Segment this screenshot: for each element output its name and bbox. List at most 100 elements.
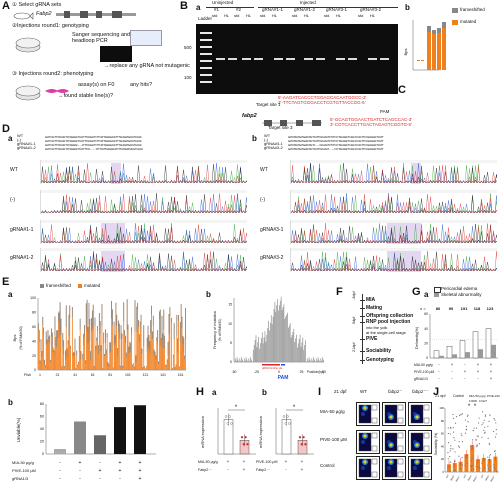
g-legend-skeletal: Skeletal abnormality <box>441 292 482 297</box>
e-a-bar-frameshift <box>143 325 145 347</box>
heat-spot-2 <box>387 412 391 416</box>
trace-line <box>290 223 499 244</box>
e-a-bar-mutated <box>135 355 137 370</box>
e-a-bar-frameshift <box>167 341 169 356</box>
e-a-bar-frameshift <box>181 316 183 329</box>
chromatogram-thumb <box>130 30 162 46</box>
panel-c-seq3: 5'-GCAGTGGAACTGATCTCAGCCAC-3' <box>330 117 413 122</box>
e-a-bar-frameshift <box>185 307 186 339</box>
e-a-xtick: 1 <box>39 373 41 377</box>
e-a-bar-mutated <box>51 328 52 370</box>
j-dot <box>481 462 483 464</box>
e-a-xlabel: Fish <box>24 373 31 377</box>
heat-spot-2 <box>387 466 391 470</box>
j-dot <box>470 466 473 468</box>
e-a-bar-frameshift <box>101 304 103 326</box>
e-a-bar-mutated <box>151 305 152 370</box>
e-a-bar-mutated <box>150 320 152 370</box>
timeline-step: Genotyping <box>366 357 394 363</box>
j-dot <box>450 448 452 450</box>
empty-box <box>397 471 404 478</box>
g-n-value: 90 <box>449 306 454 311</box>
e-a-bar-frameshift <box>55 336 57 347</box>
panel-letter-d: D <box>2 123 10 135</box>
e-a-bar-mutated <box>133 366 135 370</box>
e-a-bar-frameshift <box>65 305 67 328</box>
e-b-bar <box>269 330 270 362</box>
conspecific-box <box>371 458 378 465</box>
e-a-bar-mutated <box>57 330 58 370</box>
e-a-bar-mutated <box>76 350 78 370</box>
empty-box <box>397 417 404 424</box>
gel-ladder-band <box>200 67 212 69</box>
e-a-bar-frameshift <box>178 315 179 321</box>
e-b-bar <box>280 296 282 362</box>
heat-core <box>415 415 419 419</box>
e-b-bar <box>249 360 251 362</box>
empty-box <box>371 445 378 452</box>
gel-sample-band <box>228 58 237 60</box>
panel-letter-c: C <box>398 84 406 96</box>
e-b-bar <box>308 357 310 362</box>
g-sign: - <box>464 362 466 367</box>
e-a-bar-mutated <box>64 366 65 370</box>
gel-sample-band <box>304 58 313 60</box>
j-ytick: 0 <box>442 470 444 474</box>
e-a-bar-mutated <box>121 333 123 370</box>
conspecific-box <box>423 458 430 465</box>
e-a-bar-mutated <box>173 323 175 370</box>
j-dot <box>488 458 490 461</box>
chromatogram-svg <box>40 220 249 244</box>
e-b-ytick: 15 <box>228 303 232 307</box>
h-dot <box>244 436 247 439</box>
gel-lane-label: std <box>324 13 330 18</box>
heat-spot-2 <box>413 440 417 444</box>
chromatogram-trace <box>40 220 249 244</box>
e-a-bar-mutated <box>75 368 77 370</box>
e-b-bar <box>314 359 315 362</box>
e-b-bar <box>316 360 318 362</box>
g-n-value: 123 <box>487 306 494 311</box>
j-dot <box>493 466 495 468</box>
e-a-bar-frameshift <box>114 335 116 344</box>
j-dot <box>483 429 485 431</box>
j-xlabel: fabp2⁻⁻ <box>490 474 496 482</box>
e-a-bar-mutated <box>174 367 176 370</box>
e-a-bar-mutated <box>185 307 186 370</box>
e-a-bar-frameshift <box>140 314 142 321</box>
unviable-sign: + <box>139 460 142 466</box>
gel-sample-band <box>316 58 325 60</box>
heat-spot-2 <box>361 412 365 416</box>
j-dot <box>460 413 462 415</box>
e-a-bar-mutated <box>98 345 99 370</box>
j-dot <box>484 458 486 460</box>
j-xlabel: fabp2⁻ <box>450 474 456 481</box>
j-pvalue: 0.0006 <box>469 399 477 403</box>
j-xlabel: fabp2⁻⁻ <box>472 474 478 482</box>
panel-c-target1: Target site 1 <box>256 102 281 107</box>
j-dot <box>455 469 457 471</box>
j-dot <box>465 460 467 462</box>
e-b-bar <box>315 358 317 362</box>
j-dot <box>494 419 496 421</box>
e-a-bar-frameshift <box>76 350 78 356</box>
e-b-bar <box>297 347 298 362</box>
j-dot <box>466 415 469 417</box>
e-a-xtick: 61 <box>91 373 95 377</box>
e-a-bar-mutated <box>115 302 117 370</box>
gel-ladder-band <box>200 39 212 41</box>
panel-letter-h: H <box>196 386 204 398</box>
e-a-bar-frameshift <box>183 337 185 353</box>
e-a-bar-frameshift <box>77 364 78 367</box>
g-ytick: 60 <box>424 312 428 316</box>
j-dot <box>469 465 472 467</box>
e-b-bar <box>288 325 290 362</box>
j-pvalue: 0.0127 <box>479 399 487 403</box>
e-a-bar-mutated <box>94 317 96 370</box>
e-b-pam: PAM <box>278 375 289 381</box>
e-b-ylabel-sub: (% of PAM±50) <box>218 319 222 342</box>
e-a-bar-frameshift <box>45 331 47 344</box>
e-a-bar-frameshift <box>46 339 48 345</box>
trace-line <box>40 163 249 184</box>
